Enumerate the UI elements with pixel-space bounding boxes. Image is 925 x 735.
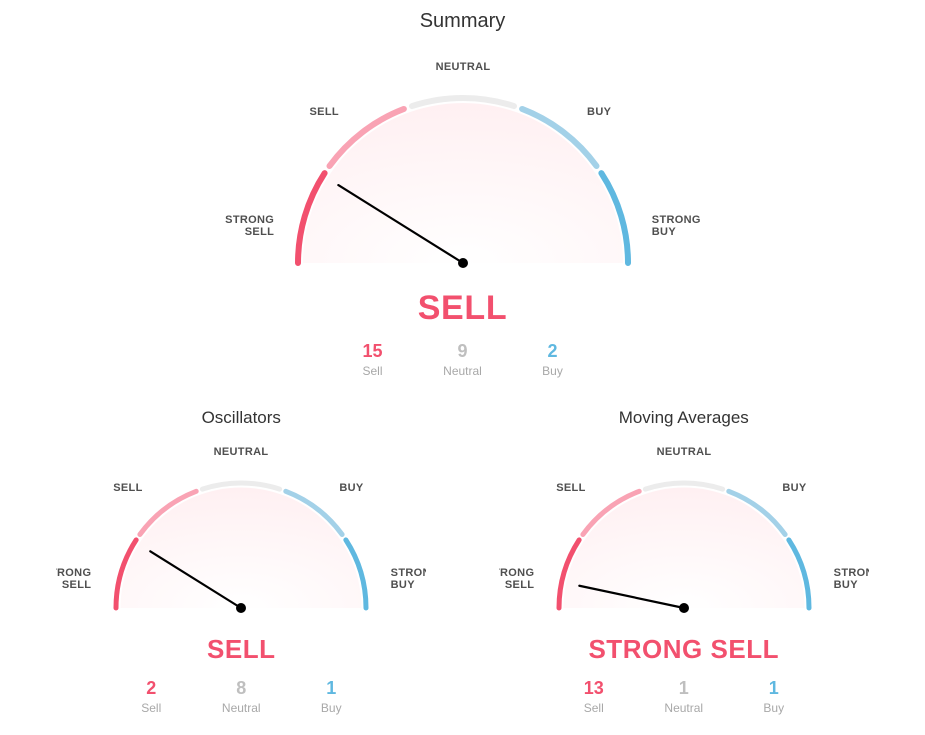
gauge-pivot — [236, 603, 246, 613]
gauge-svg-slot: STRONGSELL SELL NEUTRAL BUY STRONGBUY — [223, 41, 703, 281]
gauge-bg — [121, 487, 362, 608]
count-sell: 15 Sell — [348, 342, 398, 378]
counts-row: 2 Sell 8 Neutral 1 Buy — [56, 679, 426, 715]
count-neutral-label: Neutral — [216, 701, 266, 715]
count-sell: 13 Sell — [569, 679, 619, 715]
count-sell-value: 13 — [569, 679, 619, 699]
arc-label-sell: SELL — [556, 482, 585, 494]
arc-label-neutral: NEUTRAL — [214, 446, 269, 458]
gauge-pivot — [679, 603, 689, 613]
count-buy-value: 1 — [749, 679, 799, 699]
gauge-svg-slot: STRONGSELL SELL NEUTRAL BUY STRONGBUY — [499, 436, 869, 626]
count-buy: 2 Buy — [528, 342, 578, 378]
arc-label-buy: BUY — [587, 106, 612, 118]
count-buy-label: Buy — [306, 701, 356, 715]
count-neutral: 9 Neutral — [438, 342, 488, 378]
arc-label-sell: SELL — [113, 482, 142, 494]
count-neutral-label: Neutral — [438, 364, 488, 378]
gauge-signal: STRONG SELL — [499, 634, 869, 665]
count-neutral: 1 Neutral — [659, 679, 709, 715]
arc-label-strong_sell: STRONGSELL — [225, 214, 274, 238]
count-sell: 2 Sell — [126, 679, 176, 715]
count-sell-value: 15 — [348, 342, 398, 362]
gauge-title: Moving Averages — [499, 408, 869, 428]
count-neutral-value: 1 — [659, 679, 709, 699]
gauge-svg-slot: STRONGSELL SELL NEUTRAL BUY STRONGBUY — [56, 436, 426, 626]
gauge-summary: Summary STRONGSELL SELL NEUTRAL BUY STRONGBU… — [223, 10, 703, 378]
arc-label-strong_buy: STRONGBUY — [651, 214, 700, 238]
arc-label-strong_buy: STRONGBUY — [833, 567, 868, 591]
arc-label-strong_sell: STRONGSELL — [499, 567, 534, 591]
arc-label-strong_sell: STRONGSELL — [56, 567, 91, 591]
count-buy-label: Buy — [528, 364, 578, 378]
arc-label-strong_buy: STRONGBUY — [391, 567, 426, 591]
gauge-title: Summary — [223, 10, 703, 33]
count-buy-value: 2 — [528, 342, 578, 362]
count-buy-label: Buy — [749, 701, 799, 715]
count-buy-value: 1 — [306, 679, 356, 699]
count-buy: 1 Buy — [306, 679, 356, 715]
gauge-moving-averages: Moving Averages STRONGSELL SELL NEUTRAL BUY… — [499, 408, 869, 715]
count-neutral-value: 8 — [216, 679, 266, 699]
count-neutral-label: Neutral — [659, 701, 709, 715]
arc-label-neutral: NEUTRAL — [435, 61, 490, 73]
arc-label-sell: SELL — [309, 106, 338, 118]
arc-label-buy: BUY — [340, 482, 365, 494]
gauge-signal: SELL — [223, 289, 703, 328]
count-neutral-value: 9 — [438, 342, 488, 362]
gauge-title: Oscillators — [56, 408, 426, 428]
counts-row: 13 Sell 1 Neutral 1 Buy — [499, 679, 869, 715]
count-sell-label: Sell — [569, 701, 619, 715]
counts-row: 15 Sell 9 Neutral 2 Buy — [223, 342, 703, 378]
count-buy: 1 Buy — [749, 679, 799, 715]
gauge-signal: SELL — [56, 634, 426, 665]
gauge-bg — [303, 103, 623, 263]
arc-label-neutral: NEUTRAL — [656, 446, 711, 458]
count-sell-value: 2 — [126, 679, 176, 699]
count-neutral: 8 Neutral — [216, 679, 266, 715]
gauge-oscillators: Oscillators STRONGSELLSELLNEUTRALBUYSTRO… — [56, 408, 426, 715]
count-sell-label: Sell — [348, 364, 398, 378]
count-sell-label: Sell — [126, 701, 176, 715]
arc-label-buy: BUY — [782, 482, 807, 494]
gauge-pivot — [458, 258, 468, 268]
